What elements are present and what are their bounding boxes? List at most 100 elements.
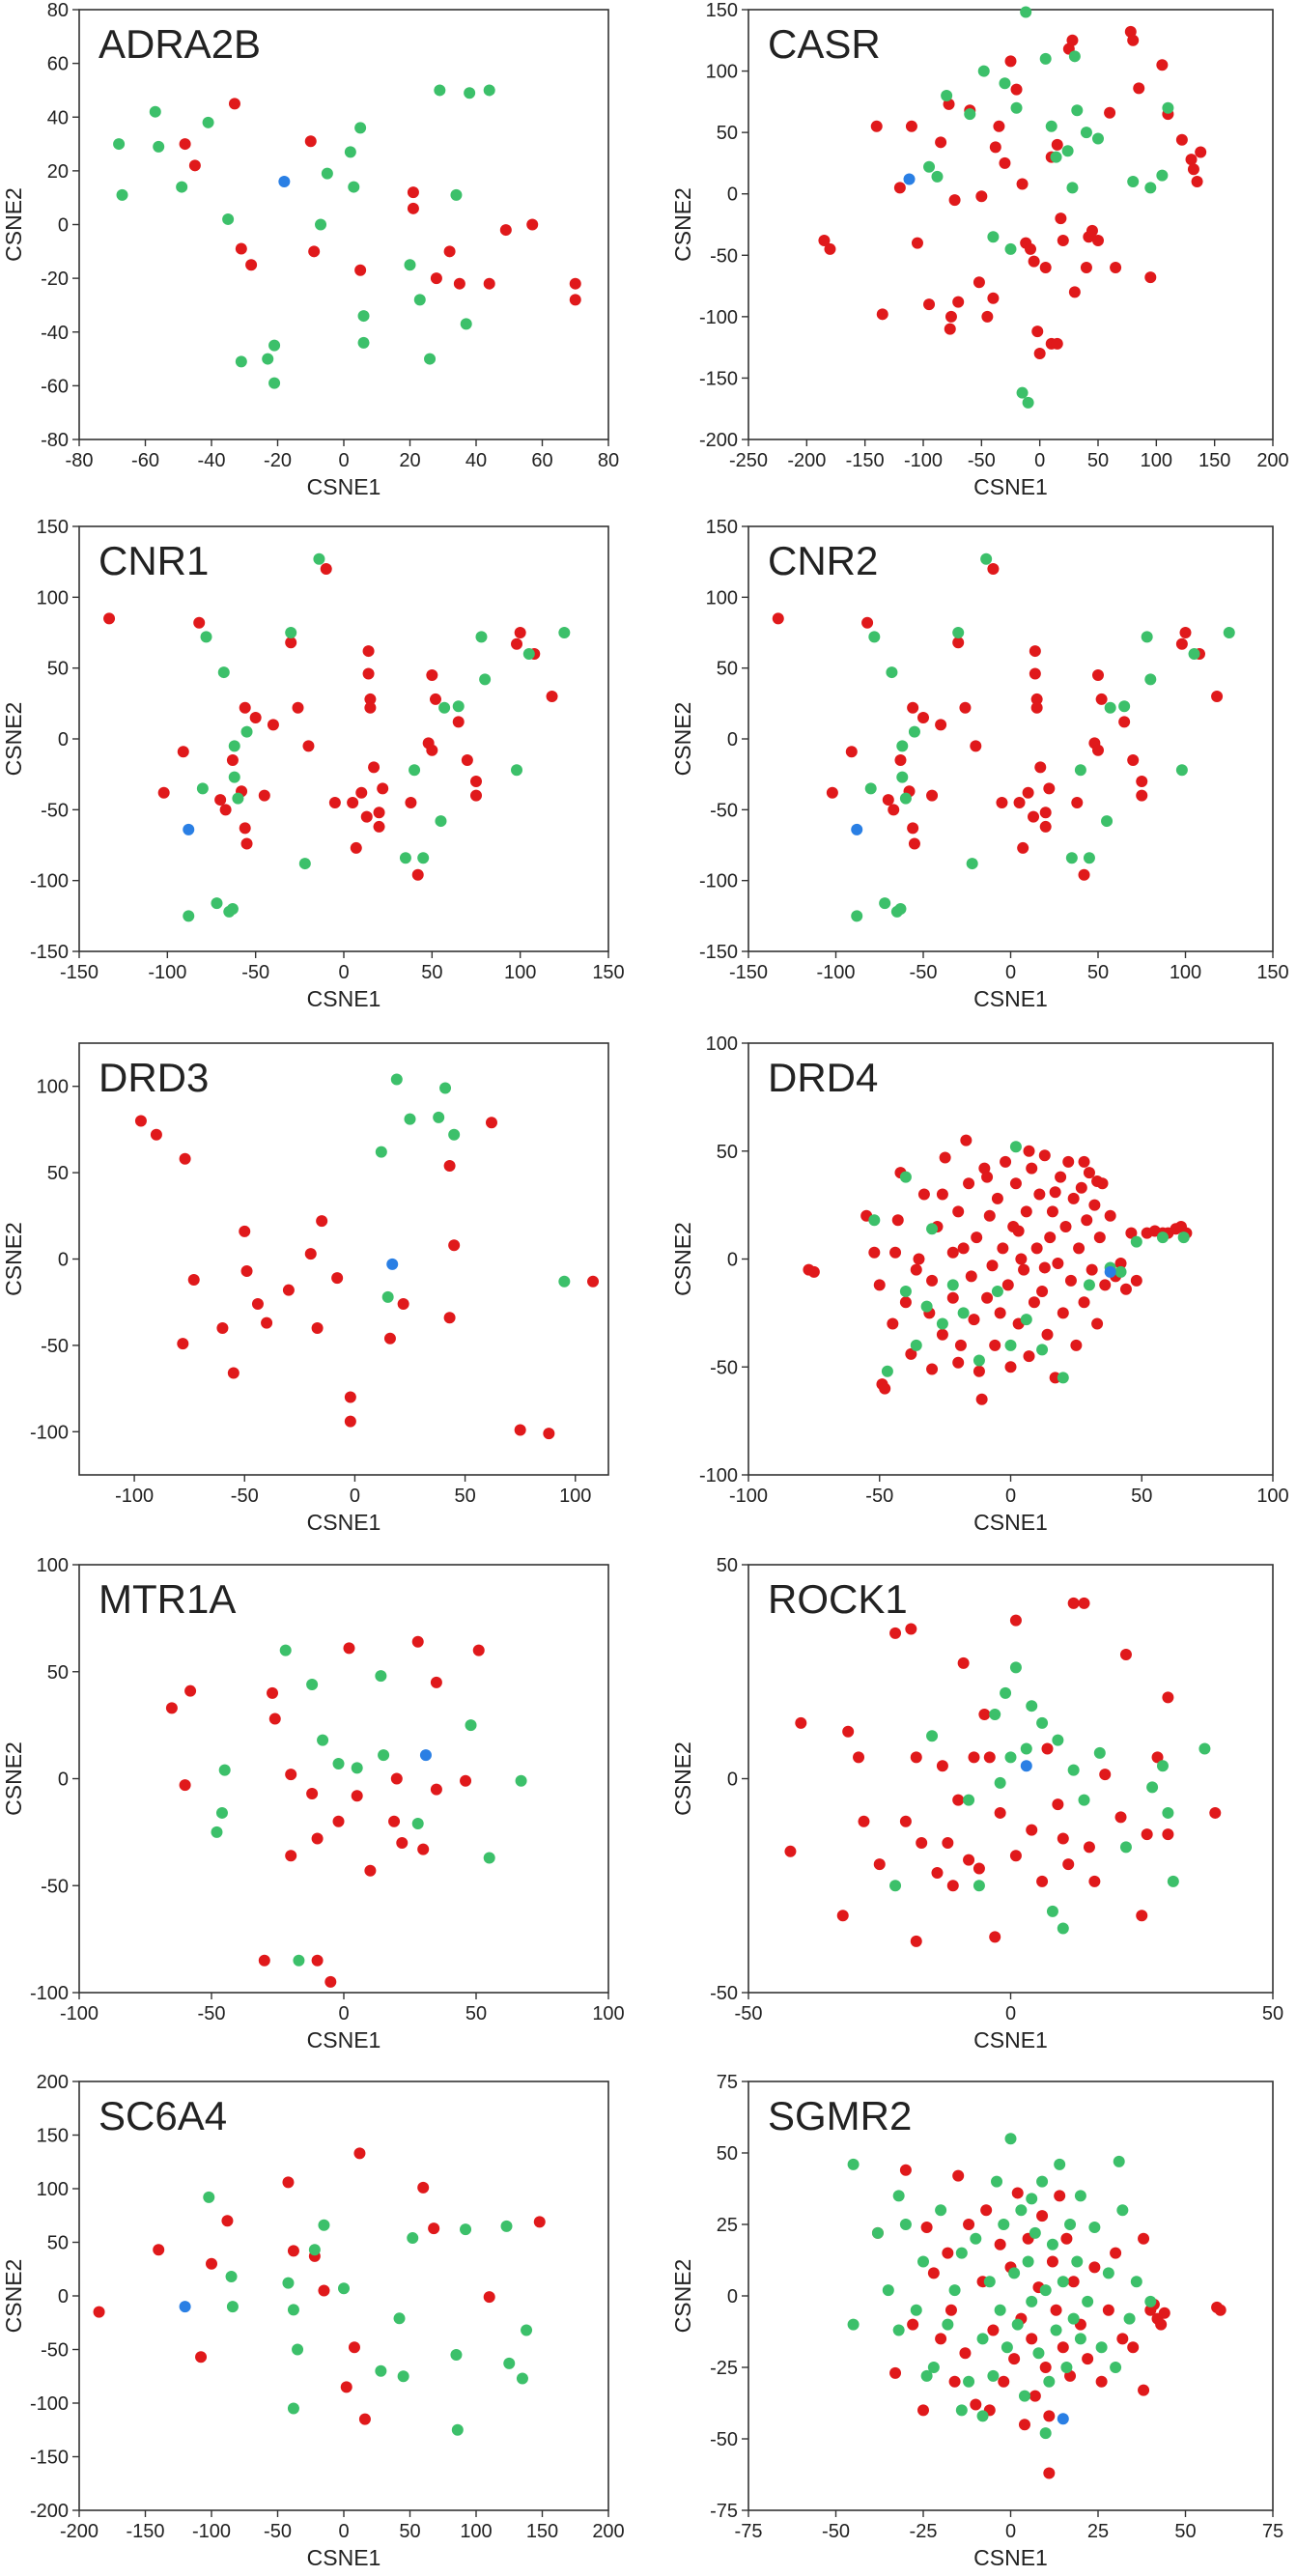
x-tick-label: -50 xyxy=(865,1486,893,1507)
data-point-red xyxy=(946,1246,959,1259)
data-point-red xyxy=(1051,138,1063,151)
data-point-red xyxy=(1016,178,1029,190)
data-point-red xyxy=(905,120,917,132)
data-point-red xyxy=(240,1265,253,1278)
data-point-red xyxy=(1039,807,1052,819)
data-point-red xyxy=(910,1751,922,1764)
data-point-green xyxy=(268,377,281,389)
data-point-green xyxy=(1167,1875,1179,1887)
data-point-red xyxy=(179,1152,191,1165)
y-tick-label: -200 xyxy=(30,2501,69,2522)
data-point-red xyxy=(383,1332,396,1345)
data-point-green xyxy=(983,2276,996,2288)
data-point-red xyxy=(249,712,262,723)
data-point-red xyxy=(157,786,170,799)
plot-frame xyxy=(747,1042,1274,1476)
y-axis-label: CSNE2 xyxy=(1,702,26,777)
data-point-red xyxy=(1028,255,1040,268)
data-point-red xyxy=(948,194,961,207)
data-point-red xyxy=(942,1836,954,1849)
data-point-red xyxy=(239,1225,251,1237)
data-point-red xyxy=(1156,59,1169,71)
data-point-red xyxy=(1185,154,1198,166)
data-point-red xyxy=(134,1115,147,1127)
data-point-red xyxy=(963,1177,975,1190)
data-point-red xyxy=(193,616,206,629)
data-point-red xyxy=(267,719,279,731)
y-axis-label: CSNE2 xyxy=(670,187,695,262)
data-point-red xyxy=(377,782,389,795)
data-point-green xyxy=(451,2423,464,2436)
data-point-red xyxy=(963,2219,975,2230)
y-axis-label: CSNE2 xyxy=(670,1222,695,1296)
data-point-green xyxy=(899,1286,912,1298)
y-tick-label: 150 xyxy=(37,517,69,538)
data-point-red xyxy=(945,310,957,323)
y-tick-label: -100 xyxy=(699,307,738,328)
chart-panel-cnr2: -150 -100 -50 0 50 100 150 -150 -100 -50 0 50 100 150… xyxy=(670,517,1289,1011)
data-point-red xyxy=(343,1642,355,1655)
y-tick-label: -75 xyxy=(710,2501,738,2522)
series-green xyxy=(113,84,495,389)
data-point-red xyxy=(1092,235,1104,247)
data-point-red xyxy=(987,563,1000,575)
data-point-red xyxy=(939,1151,951,1164)
data-point-red xyxy=(344,1391,356,1403)
data-point-green xyxy=(1057,1922,1069,1935)
y-tick-label: 75 xyxy=(717,2072,738,2093)
series-green xyxy=(923,6,1174,409)
data-point-red xyxy=(443,1312,456,1324)
data-point-red xyxy=(1114,1257,1127,1269)
data-point-green xyxy=(439,1082,452,1094)
data-point-green xyxy=(1156,1231,1169,1244)
data-point-red xyxy=(1044,1231,1057,1244)
data-point-red xyxy=(1009,1614,1022,1627)
y-axis-label: CSNE2 xyxy=(1,1741,26,1816)
data-point-red xyxy=(373,807,385,819)
data-point-red xyxy=(320,563,332,575)
data-point-green xyxy=(1095,2341,1108,2354)
data-point-red xyxy=(1022,786,1034,799)
data-point-red xyxy=(917,712,929,723)
data-point-green xyxy=(1083,1279,1095,1291)
y-tick-label: 50 xyxy=(47,1662,69,1684)
data-point-red xyxy=(957,1656,970,1669)
data-point-red xyxy=(179,138,191,151)
data-point-red xyxy=(868,1246,881,1259)
x-axis-label: CSNE1 xyxy=(973,2027,1048,2052)
data-point-red xyxy=(1082,2353,1094,2365)
data-point-red xyxy=(952,1356,965,1369)
data-point-red xyxy=(1092,669,1104,681)
y-axis-label: CSNE2 xyxy=(670,1741,695,1816)
data-point-green xyxy=(1130,1235,1142,1248)
data-point-green xyxy=(963,1794,975,1806)
data-point-green xyxy=(1057,2276,1069,2288)
x-tick-label: 100 xyxy=(460,2521,492,2542)
x-tick-label: 0 xyxy=(1005,2003,1016,2024)
data-point-red xyxy=(499,224,512,237)
data-point-red xyxy=(1110,262,1122,273)
data-point-green xyxy=(1067,2312,1080,2325)
data-point-green xyxy=(1057,1372,1069,1384)
data-point-red xyxy=(1127,754,1140,766)
data-point-green xyxy=(357,310,370,323)
data-point-red xyxy=(511,637,523,650)
data-point-green xyxy=(1123,2312,1136,2325)
data-point-red xyxy=(889,1627,902,1639)
data-point-green xyxy=(1026,1700,1038,1713)
data-point-red xyxy=(983,1209,996,1222)
x-tick-label: -150 xyxy=(60,962,99,983)
data-point-red xyxy=(1138,2232,1150,2245)
data-point-green xyxy=(1009,1661,1022,1674)
data-point-red xyxy=(1064,1274,1077,1287)
data-point-green xyxy=(908,725,920,738)
data-point-red xyxy=(1179,627,1192,638)
data-point-red xyxy=(93,2306,105,2318)
data-point-green xyxy=(306,1679,319,1691)
data-point-green xyxy=(1029,2226,1041,2239)
data-point-green xyxy=(202,116,214,128)
x-axis-label: CSNE1 xyxy=(307,2545,381,2570)
data-point-red xyxy=(905,1347,917,1360)
data-point-red xyxy=(1141,1828,1153,1841)
data-point-red xyxy=(316,1215,328,1228)
